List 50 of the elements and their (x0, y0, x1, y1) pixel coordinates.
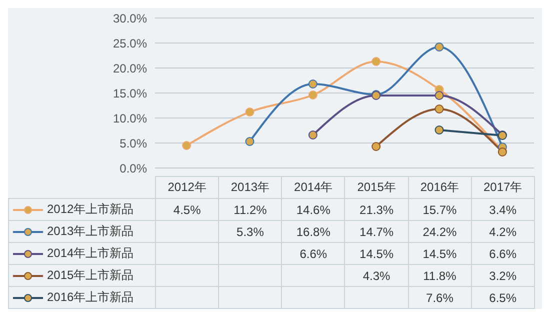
point (182, 141, 192, 150)
data-label: 21.3% (344, 198, 408, 220)
legend-label: 2014年上市新品 (47, 246, 134, 260)
point (372, 57, 381, 66)
data-label: 6.5% (471, 286, 534, 308)
y-tick-label: 15.0% (112, 86, 148, 100)
data-label: 24.2% (408, 220, 472, 242)
point (434, 126, 444, 134)
data-label: 6.6% (471, 242, 534, 264)
y-tick-label: 25.0% (112, 36, 148, 50)
data-label: 15.7% (408, 198, 472, 220)
data-label: 3.2% (471, 264, 534, 286)
x-tick-label: 2012年 (156, 176, 219, 198)
data-label: 4.5% (156, 198, 219, 220)
point (434, 91, 444, 100)
x-tick-label: 2014年 (282, 176, 345, 198)
data-label: 14.6% (282, 198, 345, 220)
data-label: 11.8% (408, 264, 472, 286)
point (434, 104, 444, 114)
data-label: 4.3% (344, 264, 408, 286)
point (245, 108, 254, 116)
y-tick-label: 5.0% (120, 136, 148, 150)
data-label: 3.4% (471, 198, 534, 220)
data-label: 14.7% (344, 220, 408, 242)
x-tick-label: 2017年 (471, 176, 534, 198)
x-tick-label: 2016年 (408, 176, 472, 198)
y-tick-label: 30.0% (112, 11, 148, 26)
legend-label: 2015年上市新品 (47, 268, 134, 282)
point (308, 90, 318, 100)
x-tick-label: 2015年 (344, 176, 408, 198)
legend-label: 2016年上市新品 (47, 290, 134, 304)
point (372, 142, 381, 151)
legend-label: 2013年上市新品 (47, 224, 134, 238)
point (245, 137, 254, 146)
data-label: 6.6% (282, 242, 345, 264)
y-tick-label: 0.0% (120, 161, 148, 176)
data-label: 7.6% (408, 286, 472, 308)
data-label: 16.8% (282, 220, 345, 242)
data-label: 11.2% (218, 198, 282, 220)
data-label: 4.2% (471, 220, 534, 242)
legend-label: 2012年上市新品 (47, 202, 134, 216)
data-label: 14.5% (344, 242, 408, 264)
point (308, 130, 318, 140)
y-tick-label: 10.0% (112, 111, 148, 126)
point (308, 80, 318, 88)
x-tick-label: 2013年 (218, 176, 282, 198)
point (434, 42, 444, 52)
data-label: 5.3% (218, 220, 282, 242)
y-tick-label: 20.0% (112, 61, 148, 76)
data-label: 14.5% (408, 242, 472, 264)
